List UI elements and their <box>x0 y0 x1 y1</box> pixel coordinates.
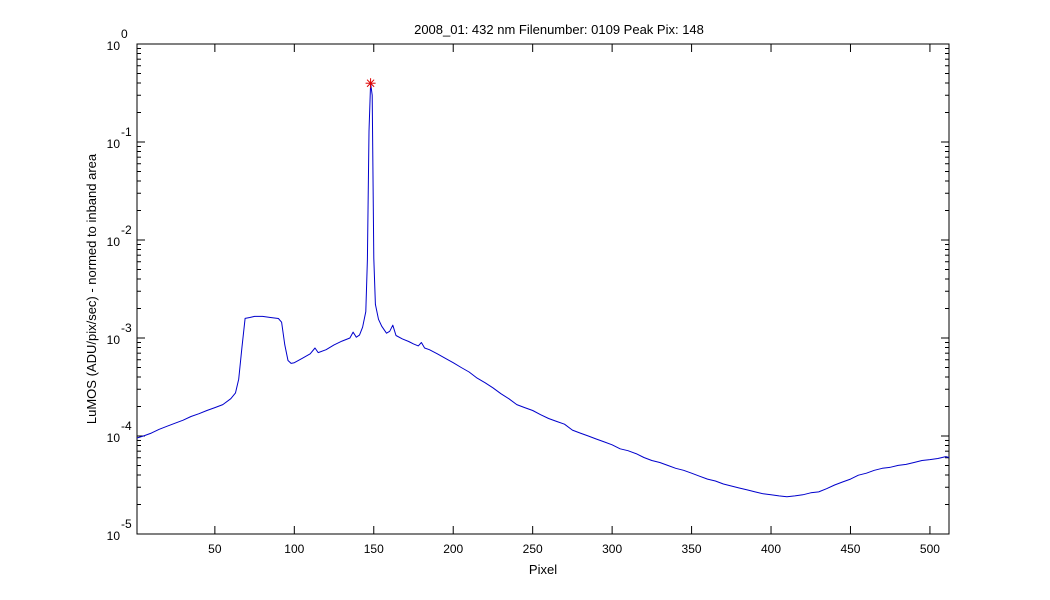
y-tick-label-exponent: -5 <box>121 517 132 531</box>
x-tick-label: 150 <box>364 542 384 556</box>
y-tick-label-exponent: 0 <box>121 27 128 41</box>
x-tick-label: 250 <box>523 542 543 556</box>
y-tick-label-base: 10 <box>107 333 121 347</box>
y-tick-label-base: 10 <box>107 39 121 53</box>
y-tick-label-base: 10 <box>107 431 121 445</box>
plot-frame <box>136 43 950 535</box>
x-tick-label: 50 <box>208 542 222 556</box>
y-tick-label-exponent: -4 <box>121 419 132 433</box>
peak-marker <box>365 78 376 89</box>
x-tick-label: 200 <box>443 542 463 556</box>
axis-ticks: 50 100 150 200 250 300 350 400 450 50010010-110-2… <box>107 27 949 556</box>
x-tick-label: 350 <box>682 542 702 556</box>
chart-title: 2008_01: 432 nm Filenumber: 0109 Peak Pi… <box>414 22 704 37</box>
marker-layer <box>365 78 376 89</box>
y-tick-label-base: 10 <box>107 235 121 249</box>
x-tick-label: 100 <box>284 542 304 556</box>
x-tick-label: 300 <box>602 542 622 556</box>
y-tick-label-base: 10 <box>107 529 121 543</box>
series-layer <box>136 82 950 498</box>
spectrum-line <box>136 82 950 498</box>
x-tick-label: 500 <box>920 542 940 556</box>
y-tick-label-base: 10 <box>107 137 121 151</box>
plot-axes <box>136 43 950 535</box>
y-axis-label: LuMOS (ADU/pix/sec) - normed to inband a… <box>84 153 99 424</box>
peak-marker-stroke <box>366 79 375 88</box>
y-tick-label-exponent: -3 <box>121 321 132 335</box>
x-axis-label: Pixel <box>529 562 557 577</box>
y-tick-label-exponent: -1 <box>121 125 132 139</box>
x-tick-label: 400 <box>761 542 781 556</box>
y-tick-label-exponent: -2 <box>121 223 132 237</box>
x-tick-label: 450 <box>840 542 860 556</box>
